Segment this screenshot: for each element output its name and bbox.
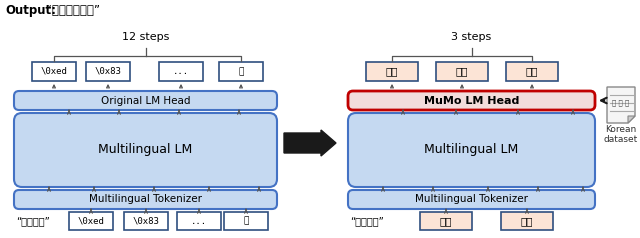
Text: Original LM Head: Original LM Head	[100, 95, 190, 105]
FancyBboxPatch shape	[69, 212, 113, 230]
Text: 태양: 태양	[440, 216, 452, 226]
Polygon shape	[628, 116, 635, 123]
FancyBboxPatch shape	[14, 190, 277, 209]
Text: Korean
dataset: Korean dataset	[604, 125, 638, 144]
Polygon shape	[607, 87, 635, 123]
Text: \0xed: \0xed	[77, 217, 104, 225]
FancyBboxPatch shape	[14, 91, 277, 110]
FancyBboxPatch shape	[159, 62, 203, 81]
FancyBboxPatch shape	[506, 62, 558, 81]
Text: “천왕성은”: “천왕성은”	[350, 216, 384, 226]
Text: “태양으로부터”: “태양으로부터”	[42, 4, 100, 17]
Text: ...: ...	[173, 67, 189, 76]
Text: Multilingual LM: Multilingual LM	[424, 144, 518, 157]
Text: 태양: 태양	[386, 66, 398, 76]
FancyBboxPatch shape	[348, 113, 595, 187]
FancyBboxPatch shape	[436, 62, 488, 81]
FancyBboxPatch shape	[348, 190, 595, 209]
FancyBboxPatch shape	[348, 91, 595, 110]
Text: Multilingual LM: Multilingual LM	[99, 144, 193, 157]
Text: \0x83: \0x83	[95, 67, 122, 76]
FancyBboxPatch shape	[86, 62, 130, 81]
Text: MuMo LM Head: MuMo LM Head	[424, 95, 519, 105]
FancyBboxPatch shape	[501, 212, 553, 230]
Text: 으로: 으로	[456, 66, 468, 76]
FancyBboxPatch shape	[224, 212, 268, 230]
FancyArrow shape	[284, 130, 336, 156]
FancyBboxPatch shape	[14, 113, 277, 187]
Text: ㄱ ㄴ ㄷ: ㄱ ㄴ ㄷ	[612, 100, 630, 106]
Text: Output:: Output:	[5, 4, 56, 17]
FancyBboxPatch shape	[32, 62, 76, 81]
Text: Multilingual Tokenizer: Multilingual Tokenizer	[89, 194, 202, 204]
FancyBboxPatch shape	[420, 212, 472, 230]
Text: 으로: 으로	[521, 216, 533, 226]
Text: ...: ...	[191, 217, 207, 225]
Text: 3 steps: 3 steps	[451, 32, 492, 42]
FancyBboxPatch shape	[219, 62, 263, 81]
Text: \0x83: \0x83	[132, 217, 159, 225]
FancyBboxPatch shape	[177, 212, 221, 230]
Text: 부터: 부터	[525, 66, 538, 76]
Text: 터: 터	[238, 67, 244, 76]
Text: 12 steps: 12 steps	[122, 32, 169, 42]
Text: 부: 부	[243, 217, 249, 225]
Text: “천왕성은”: “천왕성은”	[16, 216, 50, 226]
Text: \0xed: \0xed	[40, 67, 67, 76]
FancyBboxPatch shape	[124, 212, 168, 230]
FancyBboxPatch shape	[366, 62, 418, 81]
Text: Multilingual Tokenizer: Multilingual Tokenizer	[415, 194, 528, 204]
